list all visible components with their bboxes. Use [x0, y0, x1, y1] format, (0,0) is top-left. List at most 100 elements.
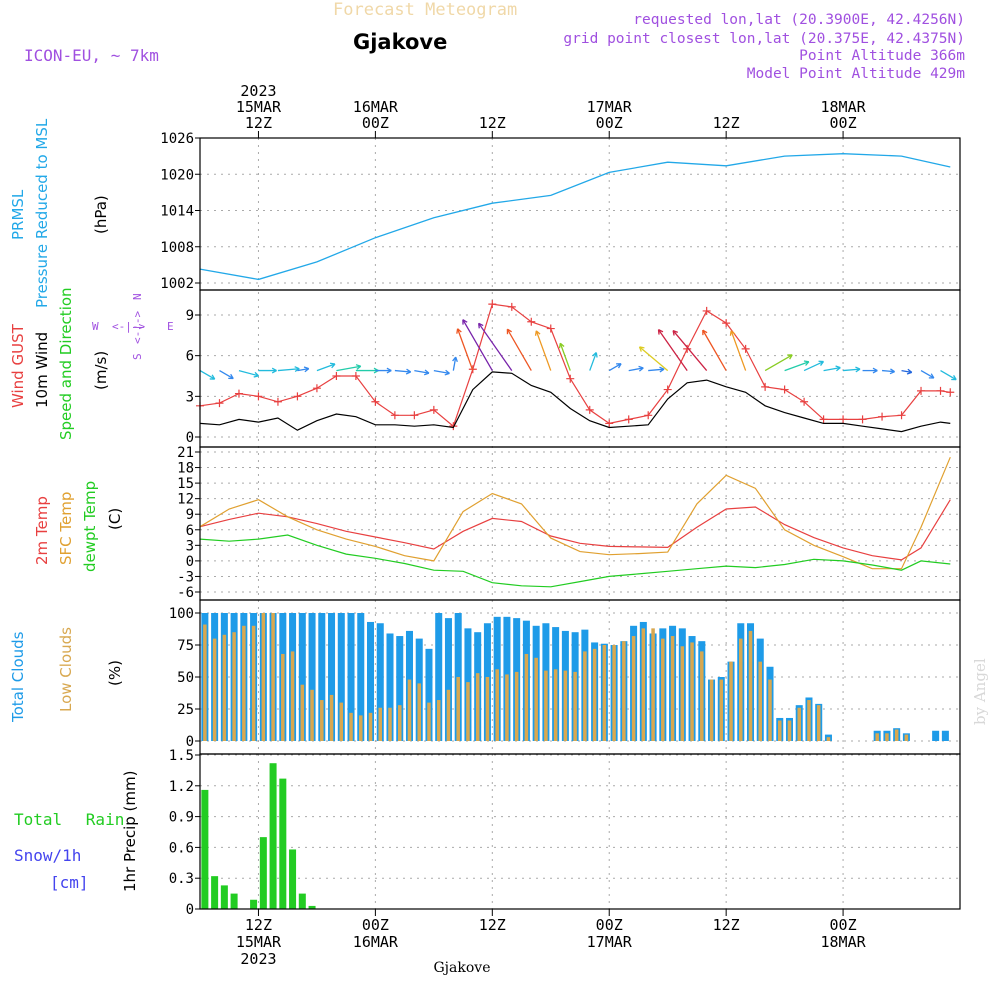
- total-cloud-bar-25: [444, 618, 452, 741]
- bottom-time-label-4-0: 12Z: [713, 916, 740, 934]
- temp-ytick-label-8: 18: [177, 461, 194, 477]
- clouds-ytick-label-1: 25: [177, 702, 194, 718]
- pressure-ytick-label-2: 1014: [160, 204, 194, 220]
- snow-label: Snow/1h: [14, 846, 81, 865]
- wind-arrow-29: [764, 354, 793, 372]
- low-cloud-bar-36: [553, 669, 558, 741]
- precip-ytick-label-0: 0: [186, 902, 194, 918]
- wind-arrow-6: [316, 362, 336, 372]
- wind-arrow-26: [672, 329, 708, 371]
- model-altitude: Model Point Altitude 429m: [747, 66, 966, 82]
- low-cloud-bar-30: [495, 669, 499, 741]
- low-cloud-bar-19: [388, 707, 392, 741]
- wind-arrow-head-35: [889, 368, 895, 375]
- low-cloud-bar-50: [690, 642, 694, 741]
- low-cloud-bar-62: [807, 700, 811, 741]
- total-cloud-bar-11: [308, 613, 316, 741]
- rain-bar-3: [230, 893, 238, 909]
- wind-arrow-shaft-28: [730, 330, 747, 371]
- frame-layer: [199, 137, 961, 910]
- wind-arrow-head-28: [729, 330, 736, 336]
- wind-ytick-label-1: 3: [186, 389, 194, 405]
- low-cloud-bar-28: [475, 673, 480, 741]
- wind-label-10m: 10m Wind: [33, 332, 51, 408]
- gust-marker-4: [273, 397, 282, 406]
- compass-east-label: E: [167, 320, 174, 333]
- wind-arrow-10: [394, 368, 412, 375]
- wind-arrow-shaft-2: [238, 369, 259, 377]
- precip-ytick-label-5: 1.5: [169, 748, 194, 764]
- low-cloud-bar-57: [758, 661, 763, 741]
- low-cloud-bar-16: [359, 715, 363, 741]
- clouds-ytick-label-4: 100: [169, 606, 194, 622]
- compass-west-label: W: [92, 320, 99, 333]
- wind-arrow-shaft-22: [628, 367, 644, 372]
- gust-marker-10: [390, 411, 399, 420]
- wind-arrow-head-36: [906, 368, 913, 375]
- wind-arrow-34: [862, 367, 878, 374]
- total-cloud-bar-75: [932, 730, 940, 741]
- wind-arrow-13: [452, 356, 458, 371]
- clouds-ytick-label-2: 50: [177, 670, 194, 686]
- pressure-label-msl: Pressure Reduced to MSL: [33, 118, 51, 308]
- wind-arrow-head-13: [452, 356, 458, 363]
- total-cloud-bar-20: [396, 636, 404, 741]
- clouds-ytick-label-3: 75: [177, 638, 194, 654]
- wind-arrow-head-14: [456, 328, 462, 334]
- gust-marker-37: [917, 386, 926, 395]
- low-cloud-bar-44: [631, 636, 636, 741]
- wind-arrow-17: [506, 328, 532, 371]
- gust-marker-38: [936, 386, 945, 395]
- gust-marker-8: [351, 372, 360, 380]
- wind10m-line: [199, 371, 951, 433]
- gust-marker-25: [683, 344, 692, 353]
- wind-arrow-33: [843, 366, 861, 373]
- low-cloud-bar-25: [446, 689, 451, 741]
- top-time-label-0-0: 2023: [240, 82, 276, 100]
- low-cloud-bar-29: [485, 677, 490, 741]
- gust-marker-34: [858, 415, 867, 424]
- wind-arrow-4: [277, 366, 300, 373]
- gust-marker-17: [527, 317, 536, 326]
- low-cloud-bar-8: [281, 653, 285, 741]
- pressure-labels: PRMSL Pressure Reduced to MSL (hPa): [9, 118, 110, 308]
- low-cloud-bar-45: [641, 628, 646, 741]
- top-time-label-1-0: 16MAR: [353, 98, 399, 116]
- total-cloud-bar-24: [435, 613, 443, 741]
- location-title: Gjakove: [353, 30, 447, 54]
- wind-arrow-shaft-20: [589, 352, 597, 371]
- pressure-line: [199, 153, 951, 281]
- low-cloud-bar-71: [894, 729, 899, 741]
- wind-label-dir: Speed and Direction: [57, 287, 75, 440]
- wind-arrow-head-5: [303, 366, 310, 373]
- low-cloud-bar-41: [602, 645, 607, 741]
- wind-arrow-head-6: [329, 362, 336, 369]
- gust-marker-5: [293, 392, 302, 401]
- wind-arrow-23: [648, 366, 665, 373]
- wind-arrow-shaft-4: [277, 368, 300, 372]
- gust-line: [199, 303, 951, 428]
- top-time-label-5-0: 18MAR: [820, 98, 866, 116]
- total-cloud-bar-13: [328, 613, 336, 741]
- low-cloud-bar-56: [748, 630, 753, 741]
- low-cloud-bar-34: [534, 657, 538, 741]
- wind-arrow-head-38: [951, 375, 957, 381]
- wind-arrow-31: [803, 360, 825, 372]
- wind-arrow-head-16: [478, 322, 484, 329]
- wind-arrow-5: [297, 366, 310, 373]
- wind-arrow-14: [456, 328, 474, 371]
- wind-arrow-head-7: [355, 364, 362, 370]
- wind-arrow-30: [784, 360, 810, 372]
- wind-arrow-shaft-30: [784, 361, 810, 372]
- wind-arrow-head-33: [855, 366, 861, 373]
- snow-unit-label: [cm]: [50, 873, 89, 892]
- wind-arrow-shaft-6: [316, 363, 336, 372]
- gust-marker-11: [410, 411, 419, 420]
- low-cloud-bar-69: [875, 733, 879, 741]
- wind-arrow-head-17: [506, 328, 512, 335]
- temp-label-dewpt: dewpt Temp: [81, 481, 99, 572]
- precip-ytick-label-4: 1.2: [169, 779, 194, 795]
- low-cloud-bar-0: [203, 624, 207, 741]
- wind-arrow-shaft-18: [535, 330, 552, 371]
- wind-arrow-shaft-25: [657, 329, 688, 371]
